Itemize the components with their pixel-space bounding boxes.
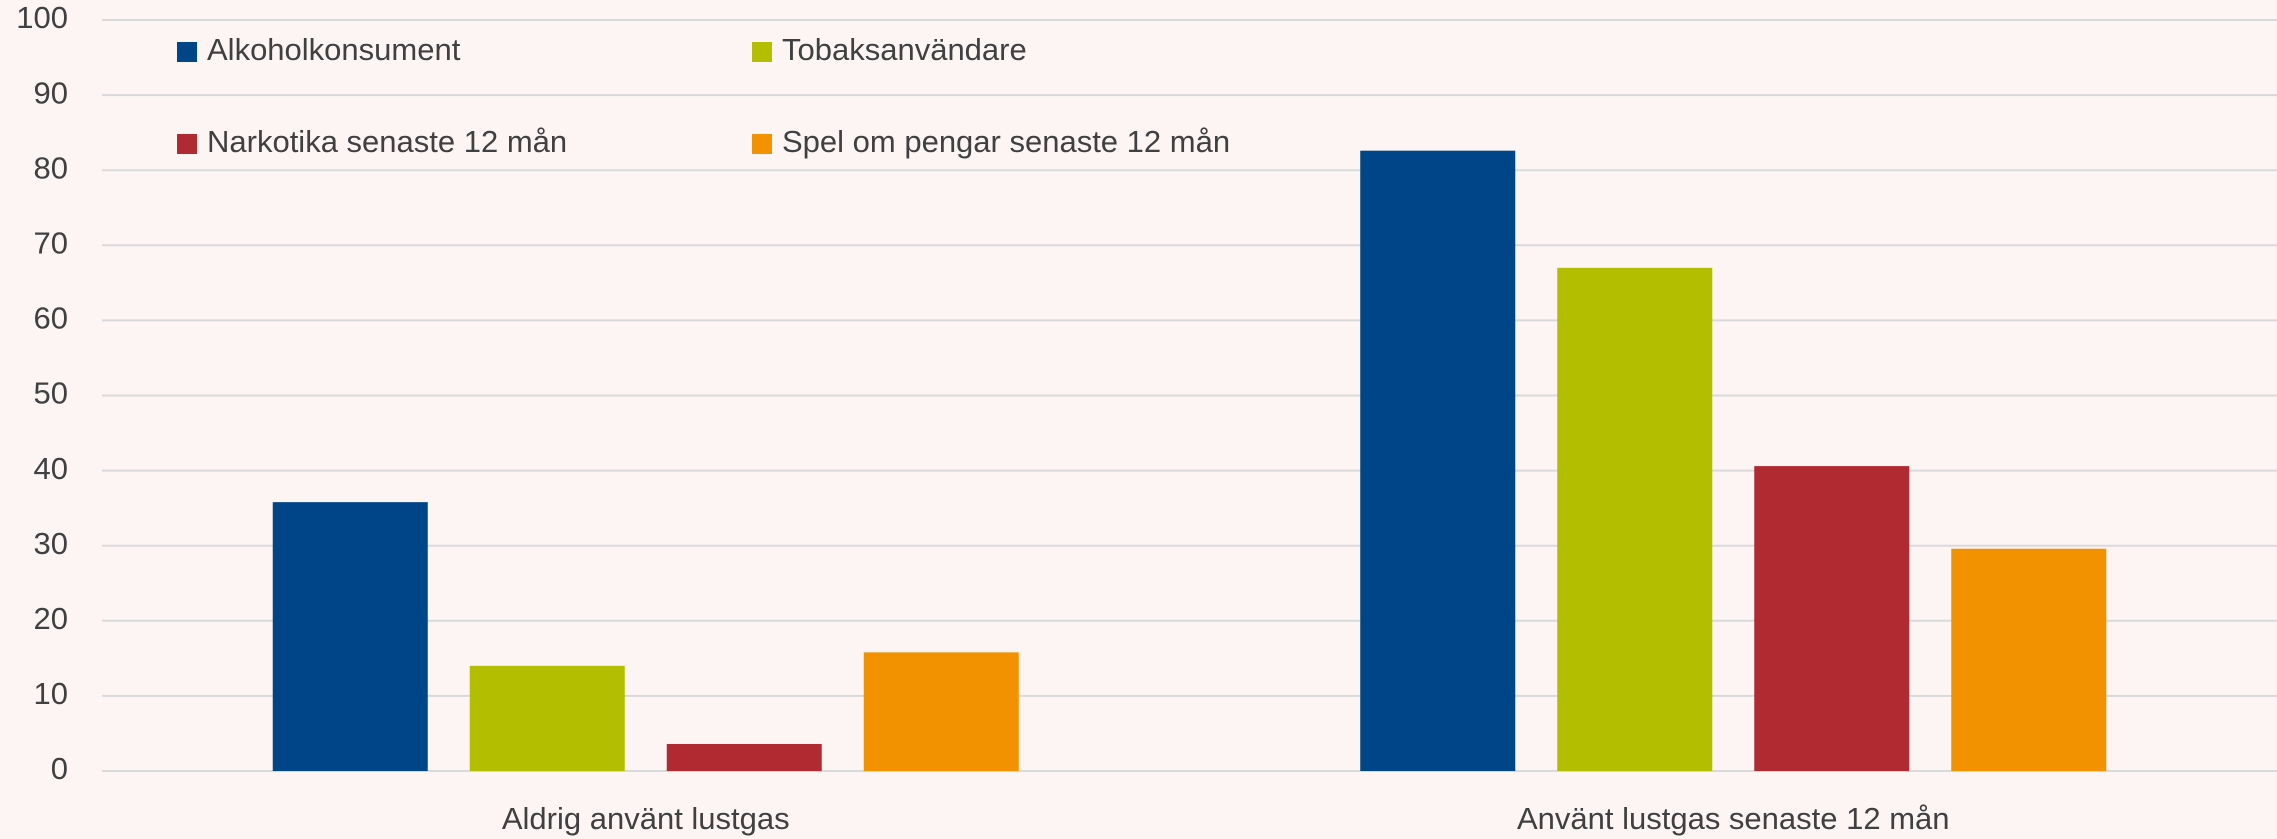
legend-swatch xyxy=(177,134,197,154)
bar xyxy=(1951,548,2107,771)
y-tick-label: 60 xyxy=(34,301,68,336)
y-tick-label: 30 xyxy=(34,526,68,561)
y-tick-label: 0 xyxy=(51,751,68,786)
y-tick-label: 10 xyxy=(34,676,68,711)
bar xyxy=(1754,466,1910,771)
y-tick-label: 40 xyxy=(34,451,68,486)
x-tick-label: Aldrig använt lustgas xyxy=(502,801,790,836)
y-tick-label: 20 xyxy=(34,601,68,636)
legend-swatch xyxy=(752,134,772,154)
y-tick-label: 90 xyxy=(34,75,68,110)
y-tick-label: 70 xyxy=(34,225,68,260)
bar xyxy=(1360,150,1516,771)
legend-label: Alkoholkonsument xyxy=(207,32,461,67)
bar xyxy=(1557,267,1713,771)
bar xyxy=(666,743,822,771)
bar xyxy=(272,502,428,771)
y-tick-label: 50 xyxy=(34,376,68,411)
bar xyxy=(863,652,1019,771)
legend-swatch xyxy=(752,42,772,62)
legend-swatch xyxy=(177,42,197,62)
y-tick-label: 100 xyxy=(16,0,68,35)
y-tick-label: 80 xyxy=(34,150,68,185)
legend-label: Narkotika senaste 12 mån xyxy=(207,124,567,159)
legend-label: Tobaksanvändare xyxy=(782,32,1027,67)
x-tick-label: Använt lustgas senaste 12 mån xyxy=(1517,801,1950,836)
bar xyxy=(469,665,625,771)
legend-label: Spel om pengar senaste 12 mån xyxy=(782,124,1230,159)
